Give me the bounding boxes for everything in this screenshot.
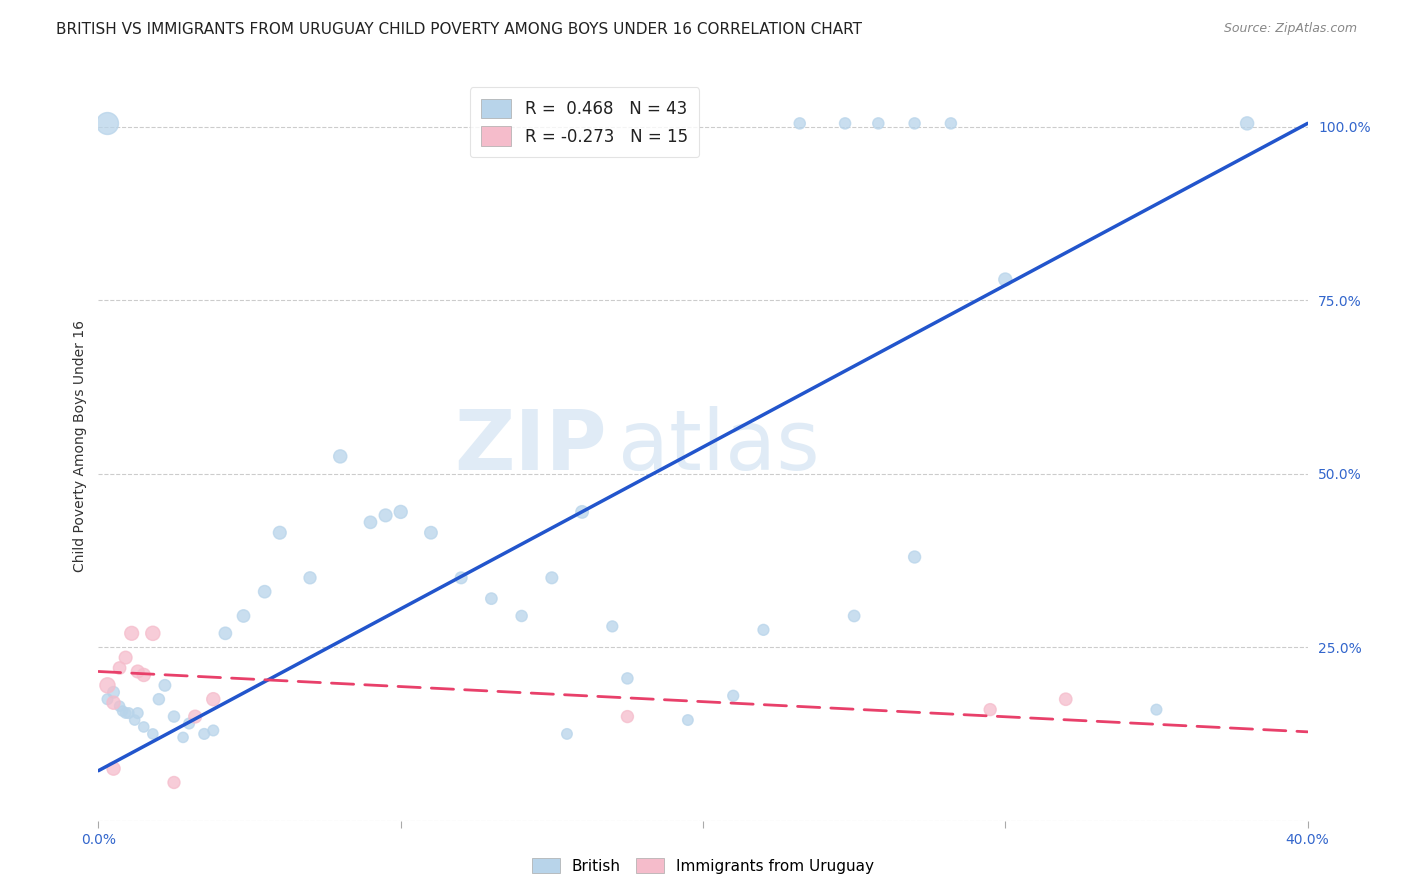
Text: atlas: atlas (619, 406, 820, 486)
Point (114, 650, 136, 665)
Point (114, 706, 136, 720)
Y-axis label: Child Poverty Among Boys Under 16: Child Poverty Among Boys Under 16 (73, 320, 87, 572)
Point (752, 623, 775, 637)
Point (193, 727, 215, 741)
Point (616, 709, 638, 723)
Point (868, 116, 890, 130)
Point (127, 706, 149, 720)
Text: BRITISH VS IMMIGRANTS FROM URUGUAY CHILD POVERTY AMONG BOYS UNDER 16 CORRELATION: BRITISH VS IMMIGRANTS FROM URUGUAY CHILD… (56, 22, 862, 37)
Point (184, 709, 207, 723)
Point (127, 665, 149, 679)
Legend: British, Immigrants from Uruguay: British, Immigrants from Uruguay (526, 852, 880, 880)
Point (939, 116, 962, 130)
Point (571, 505, 593, 519)
Point (163, 775, 186, 789)
Point (142, 626, 165, 640)
Point (108, 699, 131, 714)
Point (540, 571, 562, 585)
Point (789, 116, 811, 130)
Point (1054, 692, 1077, 706)
Point (96, 692, 118, 706)
Point (1236, 116, 1258, 130)
Text: ZIP: ZIP (454, 406, 606, 486)
Point (202, 723, 225, 738)
Point (214, 626, 236, 640)
Point (148, 692, 170, 706)
Point (108, 661, 131, 675)
Point (450, 571, 472, 585)
Legend: R =  0.468   N = 43, R = -0.273   N = 15: R = 0.468 N = 43, R = -0.273 N = 15 (470, 87, 699, 157)
Point (253, 584, 276, 599)
Point (994, 272, 1017, 286)
Point (202, 692, 225, 706)
Point (121, 626, 143, 640)
Point (555, 727, 578, 741)
Point (103, 762, 125, 776)
Point (979, 703, 1001, 717)
Point (96, 678, 118, 692)
Point (834, 116, 856, 130)
Point (299, 571, 322, 585)
Point (118, 706, 141, 720)
Point (329, 450, 352, 464)
Point (481, 591, 503, 606)
Point (142, 727, 165, 741)
Point (904, 549, 927, 564)
Point (179, 716, 201, 731)
Point (132, 668, 155, 682)
Point (163, 709, 186, 723)
Point (420, 525, 443, 540)
Point (172, 731, 194, 745)
Point (374, 508, 396, 523)
Point (676, 713, 699, 727)
Point (103, 685, 125, 699)
Point (153, 678, 176, 692)
Text: Source: ZipAtlas.com: Source: ZipAtlas.com (1223, 22, 1357, 36)
Point (111, 704, 134, 718)
Point (232, 609, 254, 624)
Point (132, 720, 155, 734)
Point (616, 672, 638, 686)
Point (389, 505, 412, 519)
Point (844, 609, 866, 624)
Point (103, 696, 125, 710)
Point (602, 619, 624, 633)
Point (510, 609, 533, 624)
Point (1144, 703, 1167, 717)
Point (360, 516, 382, 530)
Point (723, 689, 745, 703)
Point (269, 525, 291, 540)
Point (96, 116, 118, 130)
Point (904, 116, 927, 130)
Point (124, 713, 146, 727)
